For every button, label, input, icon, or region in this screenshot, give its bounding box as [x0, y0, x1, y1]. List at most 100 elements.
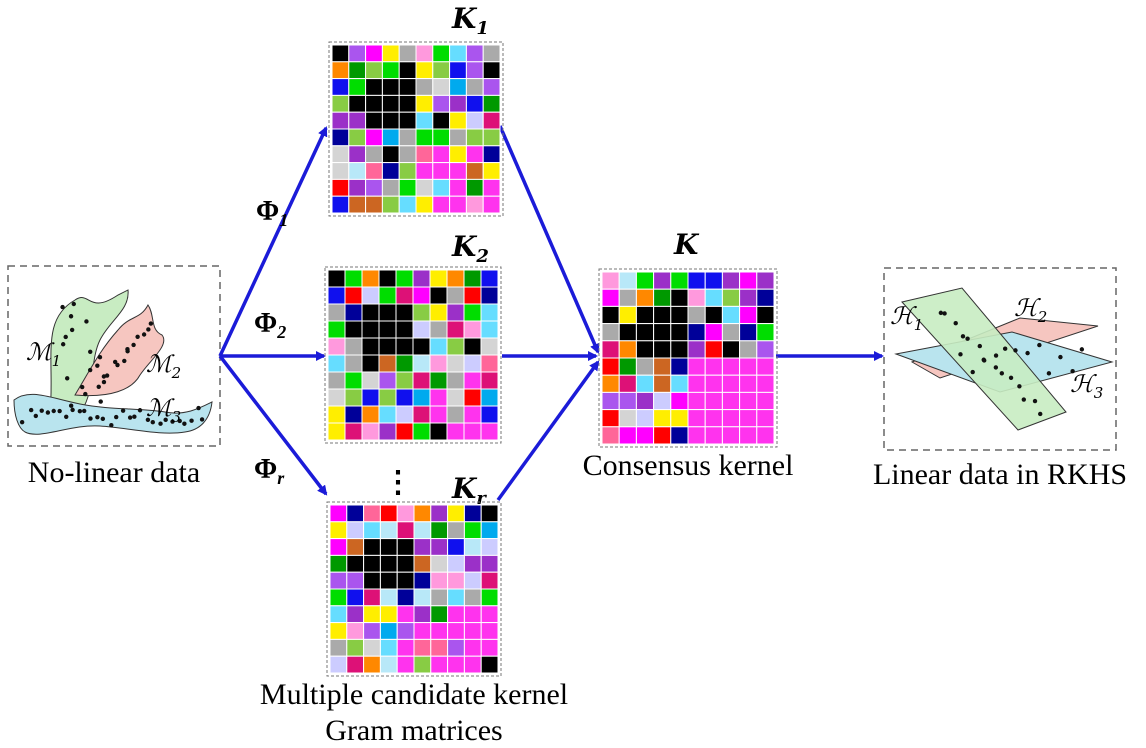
data-point — [95, 414, 100, 420]
matrix-cell — [432, 162, 451, 180]
matrix-cell — [344, 388, 363, 407]
matrix-cell — [653, 288, 672, 307]
matrix-cell — [739, 305, 758, 325]
matrix-cell — [601, 288, 620, 307]
matrix-cell — [327, 320, 346, 339]
matrix-cell — [482, 78, 501, 96]
matrix-cell — [415, 61, 434, 80]
matrix-cell — [331, 111, 350, 130]
matrix-cell — [446, 320, 465, 339]
matrix-cell — [463, 588, 482, 607]
matrix-cell — [465, 44, 484, 63]
matrix-cell — [412, 371, 431, 390]
matrix-cell — [463, 354, 482, 373]
matrix-cell — [670, 271, 689, 290]
input-data-panel: ℳ1 ℳ2 ℳ3 — [7, 265, 221, 447]
subspace-h1-label: ℋ1 — [890, 302, 923, 334]
matrix-cell — [739, 340, 758, 359]
data-point — [84, 319, 89, 324]
matrix-cell — [361, 388, 380, 407]
data-point — [158, 421, 163, 426]
matrix-cell — [327, 405, 346, 424]
data-point — [1058, 354, 1063, 360]
data-point — [60, 304, 65, 310]
matrix-cell — [344, 371, 363, 390]
matrix-cell — [331, 195, 350, 214]
matrix-cell — [429, 422, 448, 441]
data-point — [57, 408, 62, 414]
matrix-cell — [601, 305, 620, 325]
matrix-cell — [398, 195, 417, 214]
data-point — [199, 417, 205, 422]
matrix-cell — [415, 128, 434, 147]
matrix-cell — [429, 354, 448, 373]
matrix-cell — [429, 337, 448, 356]
matrix-cell — [653, 357, 672, 376]
matrix-cell — [480, 554, 499, 573]
matrix-cell — [379, 622, 398, 640]
data-point — [68, 314, 74, 319]
data-point — [177, 418, 182, 424]
matrix-cell — [329, 571, 348, 590]
matrix-cell — [447, 504, 465, 523]
data-point — [938, 310, 944, 316]
matrix-cell — [482, 162, 501, 180]
rkhs-dashed-frame — [883, 267, 1117, 451]
matrix-cell — [378, 269, 397, 288]
matrix-cell — [365, 162, 383, 180]
matrix-cell — [396, 538, 415, 556]
matrix-cell — [381, 44, 400, 63]
matrix-cell — [635, 426, 655, 445]
matrix-cell — [398, 94, 417, 113]
matrix-cell — [327, 371, 346, 390]
data-point — [150, 419, 155, 425]
matrix-cell — [365, 61, 383, 80]
matrix-cell — [739, 323, 758, 342]
data-point — [1025, 350, 1030, 356]
matrix-cell — [378, 388, 397, 407]
manifold-m1-label: ℳ1 — [26, 338, 61, 370]
k1-label: K1 — [451, 2, 489, 39]
data-point — [98, 399, 103, 404]
matrix-cell — [348, 94, 367, 113]
matrix-cell — [687, 391, 706, 411]
matrix-cell — [412, 405, 431, 424]
data-point — [977, 343, 982, 349]
data-point — [82, 408, 87, 414]
matrix-cell — [449, 61, 467, 80]
data-point — [1046, 371, 1052, 376]
matrix-cell — [365, 195, 383, 214]
matrix-cell — [465, 61, 484, 80]
matrix-cell — [379, 571, 398, 590]
matrix-cell — [430, 571, 449, 590]
matrix-cell — [412, 320, 431, 339]
matrix-cell — [363, 605, 381, 624]
matrix-cell — [739, 391, 758, 411]
matrix-cell — [331, 162, 350, 180]
matrix-cell — [378, 303, 397, 322]
data-point — [1013, 348, 1018, 353]
matrix-cell — [344, 320, 363, 339]
matrix-cell — [449, 162, 467, 180]
data-point — [131, 342, 136, 348]
data-point — [137, 408, 143, 413]
data-point — [96, 384, 101, 389]
matrix-cell — [601, 357, 620, 376]
matrix-cell — [365, 94, 383, 113]
matrix-cell — [363, 538, 381, 556]
rkhs-panel: ℋ1 ℋ2 ℋ3 — [883, 267, 1117, 451]
matrix-cell — [363, 571, 381, 590]
data-point — [104, 373, 110, 378]
matrix-cell — [432, 128, 451, 147]
matrix-cell — [412, 354, 431, 373]
matrix-cell — [363, 622, 381, 640]
data-point — [965, 336, 970, 341]
manifold-m2-shape — [74, 304, 165, 397]
matrix-cell — [446, 405, 465, 424]
matrix-cell — [635, 374, 655, 393]
matrix-cell — [348, 128, 367, 147]
matrix-cell — [687, 426, 706, 445]
data-point — [45, 410, 51, 415]
matrix-cell — [687, 323, 706, 342]
matrix-cell — [344, 337, 363, 356]
